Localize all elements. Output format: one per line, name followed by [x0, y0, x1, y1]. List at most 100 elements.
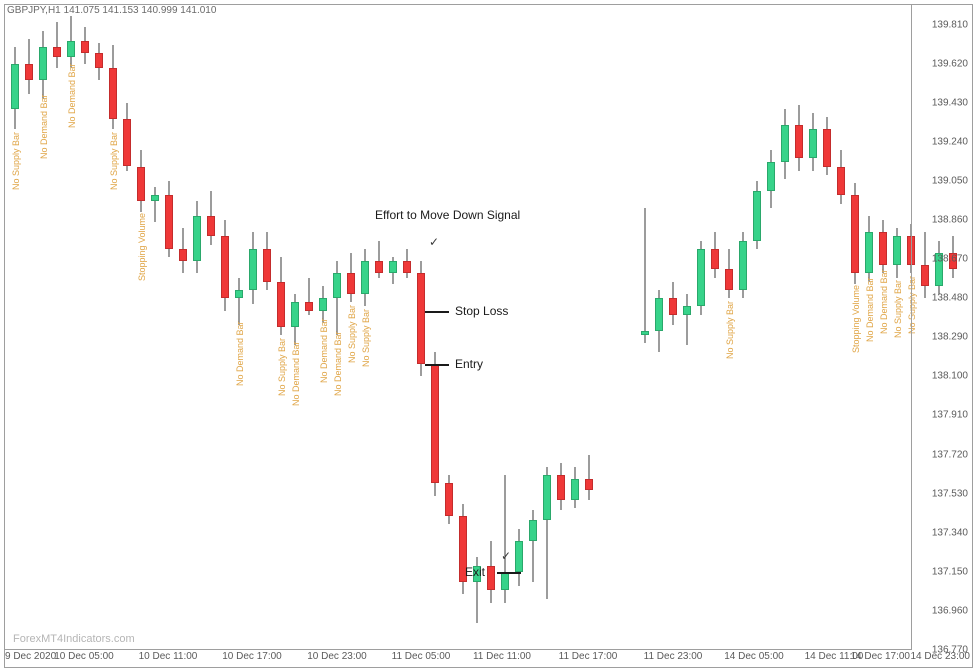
candle[interactable]: [305, 5, 313, 650]
candle[interactable]: [123, 5, 131, 650]
candle-body: [95, 53, 103, 67]
candle[interactable]: [767, 5, 775, 650]
candle[interactable]: [739, 5, 747, 650]
candle-body: [893, 236, 901, 265]
candle[interactable]: [207, 5, 215, 650]
candle-wick: [155, 187, 156, 222]
candle[interactable]: [585, 5, 593, 650]
y-tick: 138.480: [932, 293, 968, 304]
candle[interactable]: [711, 5, 719, 650]
candle[interactable]: [39, 5, 47, 650]
candle[interactable]: [375, 5, 383, 650]
candle[interactable]: [361, 5, 369, 650]
candle[interactable]: [53, 5, 61, 650]
candle[interactable]: [25, 5, 33, 650]
candle[interactable]: [263, 5, 271, 650]
candle-body: [207, 216, 215, 237]
candle[interactable]: [865, 5, 873, 650]
y-tick: 138.670: [932, 254, 968, 265]
x-axis: 9 Dec 202010 Dec 05:0010 Dec 11:0010 Dec…: [5, 649, 912, 667]
plot-area[interactable]: No Supply BarNo Demand BarNo Demand BarN…: [5, 5, 912, 649]
candle[interactable]: [67, 5, 75, 650]
candle[interactable]: [781, 5, 789, 650]
candle[interactable]: [235, 5, 243, 650]
candle[interactable]: [851, 5, 859, 650]
candle[interactable]: [179, 5, 187, 650]
candle[interactable]: [893, 5, 901, 650]
candle[interactable]: [319, 5, 327, 650]
candle-body: [277, 282, 285, 327]
x-tick: 11 Dec 23:00: [644, 651, 703, 662]
candle[interactable]: [165, 5, 173, 650]
candle[interactable]: [347, 5, 355, 650]
candle[interactable]: [809, 5, 817, 650]
candle[interactable]: [95, 5, 103, 650]
candle[interactable]: [529, 5, 537, 650]
candle-wick: [239, 278, 240, 325]
check-mark-icon: ✓: [501, 549, 511, 563]
stop-loss-line: [425, 311, 449, 313]
candle[interactable]: [823, 5, 831, 650]
candle[interactable]: [11, 5, 19, 650]
candle[interactable]: [417, 5, 425, 650]
candle[interactable]: [431, 5, 439, 650]
candle[interactable]: [291, 5, 299, 650]
candle-body: [109, 68, 117, 119]
candle[interactable]: [487, 5, 495, 650]
candle[interactable]: [193, 5, 201, 650]
candle[interactable]: [249, 5, 257, 650]
candle[interactable]: [543, 5, 551, 650]
candle-body: [683, 306, 691, 314]
stop-loss-label: Stop Loss: [455, 304, 508, 318]
candle-wick: [57, 22, 58, 67]
candle-body: [585, 479, 593, 489]
candle[interactable]: [445, 5, 453, 650]
candle[interactable]: [151, 5, 159, 650]
candle[interactable]: [655, 5, 663, 650]
candle[interactable]: [473, 5, 481, 650]
y-tick: 137.720: [932, 449, 968, 460]
candle-body: [403, 261, 411, 273]
candle-body: [543, 475, 551, 520]
candle[interactable]: [837, 5, 845, 650]
candle-wick: [337, 261, 338, 335]
candle-body: [375, 261, 383, 273]
candle[interactable]: [403, 5, 411, 650]
candle[interactable]: [641, 5, 649, 650]
candle[interactable]: [333, 5, 341, 650]
candle[interactable]: [725, 5, 733, 650]
candle[interactable]: [109, 5, 117, 650]
candle-body: [81, 41, 89, 53]
candle[interactable]: [571, 5, 579, 650]
candle-body: [123, 119, 131, 166]
y-tick: 139.050: [932, 175, 968, 186]
candle-body: [515, 541, 523, 572]
candle-body: [347, 273, 355, 294]
candle[interactable]: [795, 5, 803, 650]
candle[interactable]: [697, 5, 705, 650]
candle[interactable]: [81, 5, 89, 650]
candle-body: [711, 249, 719, 270]
candle[interactable]: [879, 5, 887, 650]
y-tick: 136.960: [932, 605, 968, 616]
candle[interactable]: [557, 5, 565, 650]
watermark: ForexMT4Indicators.com: [13, 633, 135, 645]
candle[interactable]: [515, 5, 523, 650]
candle[interactable]: [137, 5, 145, 650]
candle-body: [53, 47, 61, 57]
entry-line: [425, 364, 449, 366]
x-tick: 14 Dec 05:00: [724, 651, 784, 662]
candle-wick: [645, 208, 646, 344]
candle[interactable]: [389, 5, 397, 650]
x-tick: 10 Dec 17:00: [222, 651, 282, 662]
candle[interactable]: [221, 5, 229, 650]
candle[interactable]: [277, 5, 285, 650]
candle-body: [739, 241, 747, 290]
candle-body: [291, 302, 299, 327]
x-tick: 9 Dec 2020: [5, 651, 56, 662]
candle-body: [557, 475, 565, 500]
candle[interactable]: [459, 5, 467, 650]
candle[interactable]: [753, 5, 761, 650]
candle[interactable]: [669, 5, 677, 650]
candle[interactable]: [683, 5, 691, 650]
